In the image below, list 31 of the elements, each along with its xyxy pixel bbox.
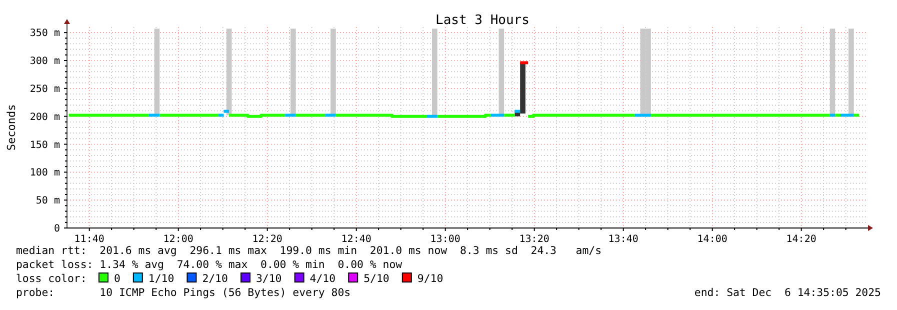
y-tick-label: 0 xyxy=(54,224,60,234)
text: end: Sat Dec 6 14:35:05 2025 xyxy=(694,286,881,299)
legend-label: 3/10 xyxy=(256,272,282,285)
legend-label: 5/10 xyxy=(364,272,390,285)
y-tick-label: 300 m xyxy=(30,56,60,67)
chart-title: Last 3 Hours xyxy=(436,13,530,28)
x-tick-label: 14:20 xyxy=(786,234,816,245)
y-tick-label: 200 m xyxy=(30,112,60,123)
y-tick-label: 50 m xyxy=(36,196,60,207)
x-tick-label: 14:00 xyxy=(697,234,728,245)
legend-label: 0 xyxy=(114,272,120,285)
x-tick-label: 12:20 xyxy=(252,234,282,245)
legend-label: 1/10 xyxy=(148,272,174,285)
y-tick-label: 150 m xyxy=(30,140,60,151)
y-tick-label: 250 m xyxy=(30,84,60,95)
x-tick-label: 13:00 xyxy=(430,234,460,245)
x-tick-label: 13:20 xyxy=(519,234,550,245)
x-tick-label: 13:40 xyxy=(608,234,638,245)
y-tick-label: 350 m xyxy=(30,28,60,40)
legend-label: 2/10 xyxy=(202,272,228,285)
x-tick-label: 12:40 xyxy=(341,234,372,245)
x-tick-label: 12:00 xyxy=(163,234,194,245)
legend-title: loss color: xyxy=(16,272,87,285)
text: median rtt: 201.6 ms avg 296.1 ms max 199.0 ms min 201.0 ms now 8.3 ms sd 24.3 am/s xyxy=(16,244,602,257)
y-axis-title: Seconds xyxy=(5,104,18,151)
y-tick-label: 100 m xyxy=(30,168,60,179)
text: packet loss: 1.34 % avg 74.00 % max 0.00 % min 0.00 % now xyxy=(16,258,403,271)
x-tick-label: 11:40 xyxy=(74,234,104,245)
text: probe: 10 ICMP Echo Pings (56 Bytes) every 80s xyxy=(16,286,351,299)
legend-label: 4/10 xyxy=(310,272,336,285)
legend-label: 9/10 xyxy=(417,272,444,285)
